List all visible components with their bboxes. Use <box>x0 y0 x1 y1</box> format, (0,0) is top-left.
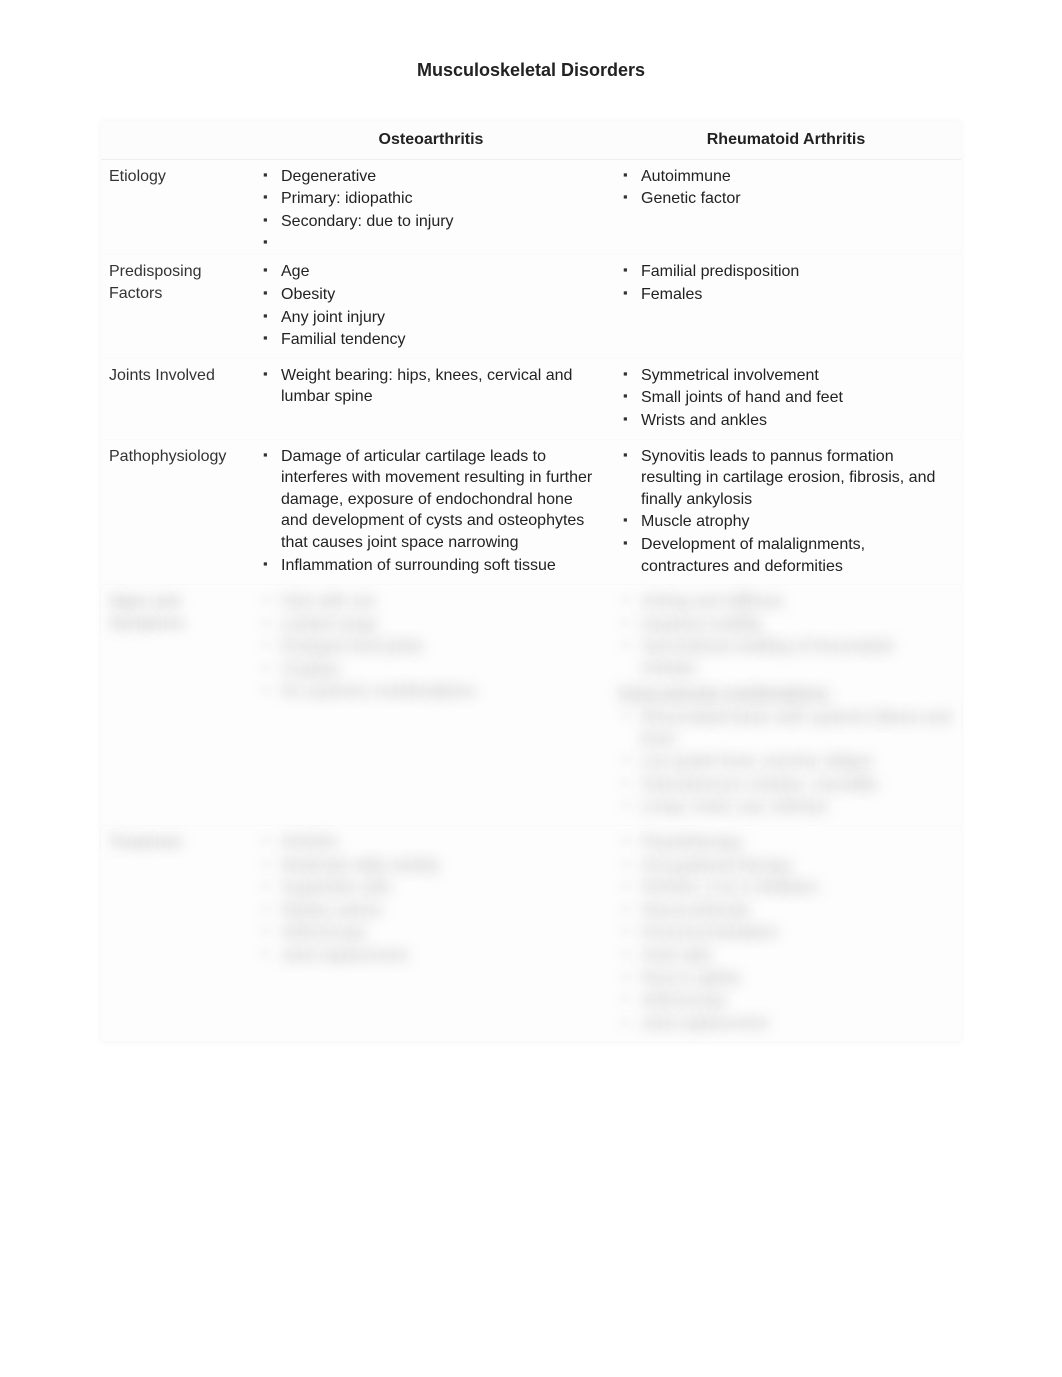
list-item: Symmetrical involvement <box>619 365 953 387</box>
predisposing-ra: Familial predisposition Females <box>611 255 961 358</box>
table-header-row: Osteoarthritis Rheumatoid Arthritis <box>101 121 961 159</box>
list-item: Impaired mobility <box>619 614 953 636</box>
list-item: Limited range <box>259 614 603 636</box>
list-item: Familial predisposition <box>619 261 953 283</box>
list-item: Primary: idiopathic <box>259 188 603 210</box>
list-item: Arthroscopy <box>619 990 953 1012</box>
list-item: Degenerative <box>259 166 603 188</box>
label-predisposing: Predisposing Factors <box>101 255 251 358</box>
list-item: Familial tendency <box>259 329 603 351</box>
signs-ra: Aching and stiffness Impaired mobility S… <box>611 585 961 826</box>
list-item: Synovitis leads to pannus formation resu… <box>619 446 953 511</box>
list-item: Any joint injury <box>259 307 603 329</box>
list-item: Symmetrical swelling of rheumatoid nodul… <box>619 636 953 679</box>
list-item: Immunomodulators <box>619 922 953 944</box>
list-item: Aching and stiffness <box>619 591 953 613</box>
etiology-ra: Autoimmune Genetic factor <box>611 159 961 255</box>
list-item: Autoimmune <box>619 166 953 188</box>
list-item: Joint replacement <box>619 1013 953 1035</box>
list-item: Moderate daily activity <box>259 855 603 877</box>
label-treatment: Treatment <box>101 826 251 1042</box>
signs-osteo: Pain with use Limited range Enlarged har… <box>251 585 611 826</box>
list-item: Females <box>619 284 953 306</box>
etiology-osteo: Degenerative Primary: idiopathic Seconda… <box>251 159 611 255</box>
header-label-blank <box>101 121 251 159</box>
extra-articular-header: Extra-articular manifestations: <box>619 683 953 705</box>
list-item: Joint replacement <box>259 945 603 967</box>
list-item: Secondary: due to injury <box>259 211 603 233</box>
list-item: NSAIDs <box>259 832 603 854</box>
header-rheumatoid: Rheumatoid Arthritis <box>611 121 961 159</box>
pathophysiology-ra: Synovitis leads to pannus formation resu… <box>611 439 961 585</box>
list-item: Rheumatoid factor with systemic illness … <box>619 707 953 750</box>
page-title: Musculoskeletal Disorders <box>40 60 1022 81</box>
list-item: Arthroscopy <box>259 922 603 944</box>
list-item: Pain with use <box>259 591 603 613</box>
list-item: Inflammation of surrounding soft tissue <box>259 555 603 577</box>
list-item: No systemic manifestations <box>259 681 603 703</box>
list-item: Glucocorticoids <box>619 900 953 922</box>
joints-ra: Symmetrical involvement Small joints of … <box>611 358 961 439</box>
list-item: Age <box>259 261 603 283</box>
list-item: Damage of articular cartilage leads to i… <box>259 446 603 554</box>
row-pathophysiology: Pathophysiology Damage of articular cart… <box>101 439 961 585</box>
label-joints: Joints Involved <box>101 358 251 439</box>
row-signs-blurred: Signs and Symptoms Pain with use Limited… <box>101 585 961 826</box>
row-joints: Joints Involved Weight bearing: hips, kn… <box>101 358 961 439</box>
list-item: Low grade fever, anemia, fatigue <box>619 751 953 773</box>
comparison-table: Osteoarthritis Rheumatoid Arthritis Etio… <box>101 121 961 1042</box>
list-item: Wrists and ankles <box>619 410 953 432</box>
list-item: NSAIDs, Cox-2 inhibitors <box>619 877 953 899</box>
predisposing-osteo: Age Obesity Any joint injury Familial te… <box>251 255 611 358</box>
row-etiology: Etiology Degenerative Primary: idiopathi… <box>101 159 961 255</box>
header-osteoarthritis: Osteoarthritis <box>251 121 611 159</box>
joints-osteo: Weight bearing: hips, knees, cervical an… <box>251 358 611 439</box>
list-item: Small joints of hand and feet <box>619 387 953 409</box>
list-item: Subcutaneous nodules, vasculitis <box>619 774 953 796</box>
list-item: Crepitus <box>259 659 603 681</box>
list-item: Lungs, heart, eye, kidneys <box>619 796 953 818</box>
list-item: Obesity <box>259 284 603 306</box>
pathophysiology-osteo: Damage of articular cartilage leads to i… <box>251 439 611 585</box>
row-predisposing: Predisposing Factors Age Obesity Any joi… <box>101 255 961 358</box>
label-pathophysiology: Pathophysiology <box>101 439 251 585</box>
list-item: Muscle atrophy <box>619 511 953 533</box>
label-signs: Signs and Symptoms <box>101 585 251 826</box>
treatment-ra: Physiotherapy Occupational therapy NSAID… <box>611 826 961 1042</box>
list-item: Occupational therapy <box>619 855 953 877</box>
list-item: Physiotherapy <box>619 832 953 854</box>
list-item: Rest in splints <box>619 968 953 990</box>
label-etiology: Etiology <box>101 159 251 255</box>
list-item: Development of malalignments, contractur… <box>619 534 953 577</box>
list-item: Genetic factor <box>619 188 953 210</box>
list-item: Gold salts <box>619 945 953 967</box>
list-item: Enlarged hard joints <box>259 636 603 658</box>
list-item: Weight bearing: hips, knees, cervical an… <box>259 365 603 408</box>
treatment-osteo: NSAIDs Moderate daily activity Supportiv… <box>251 826 611 1042</box>
list-item: Supportive aids <box>259 877 603 899</box>
row-treatment-blurred: Treatment NSAIDs Moderate daily activity… <box>101 826 961 1042</box>
list-item <box>259 233 603 247</box>
list-item: Dietary advice <box>259 900 603 922</box>
